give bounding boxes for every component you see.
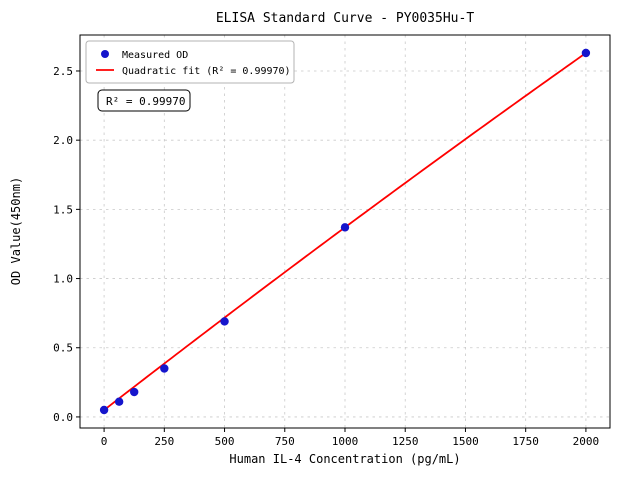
data-point [160,364,169,373]
data-point [114,397,124,406]
y-tick-label: 2.0 [53,134,73,147]
x-tick-label: 1750 [512,435,539,448]
y-tick-label: 1.5 [53,203,73,216]
data-point [99,405,109,415]
series-layer [99,48,591,415]
legend-point-marker-icon [101,50,109,58]
x-tick-label: 500 [215,435,235,448]
annotation-box [97,89,191,112]
data-point [220,317,229,326]
legend: Measured OD Quadratic fit (R² = 0.99970) [85,40,295,84]
x-tick-label: 2000 [573,435,600,448]
x-tick-label: 1250 [392,435,419,448]
x-tick-label: 750 [275,435,295,448]
chart-title: ELISA Standard Curve - PY0035Hu-T [216,11,474,26]
y-tick-label: 0.5 [53,342,73,355]
legend-fit-label: Quadratic fit (R² = 0.99970) [122,66,291,77]
legend-box [85,40,295,84]
legend-point-label: Measured OD [122,50,188,61]
x-tick-label: 1000 [332,435,359,448]
r-squared-annotation: R² = 0.99970 [97,89,191,112]
annotation-text: R² = 0.99970 [106,95,185,108]
data-point [581,48,591,58]
ticks-layer: 0 250 500 750 1000 1250 1500 1750 2000 0.0 0.5 1.0 1… [53,65,599,448]
y-tick-label: 0.0 [53,411,73,424]
data-point [340,223,350,232]
y-tick-label: 1.0 [53,273,73,286]
y-tick-label: 2.5 [53,65,73,78]
x-axis-label: Human IL-4 Concentration (pg/mL) [229,452,460,466]
data-point [130,387,139,397]
x-tick-label: 0 [101,435,108,448]
x-tick-label: 250 [154,435,174,448]
y-axis-label: OD Value(450nm) [9,177,23,285]
x-tick-label: 1500 [452,435,479,448]
